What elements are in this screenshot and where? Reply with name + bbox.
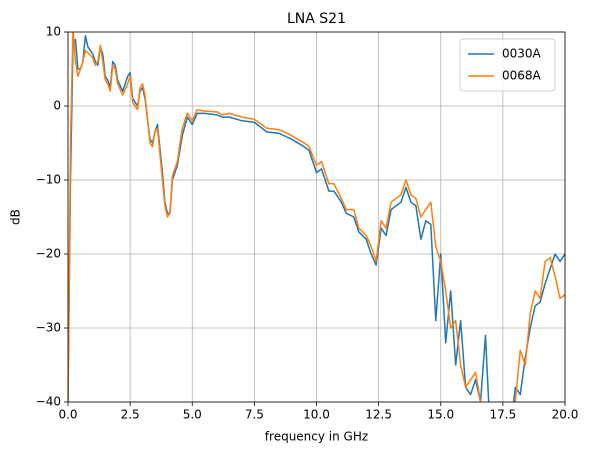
legend-box xyxy=(459,38,556,92)
x-tick-label: 0.0 xyxy=(58,408,77,422)
x-tick-label: 2.5 xyxy=(121,408,140,422)
x-tick-label: 5.0 xyxy=(183,408,202,422)
x-tick-label: 7.5 xyxy=(245,408,264,422)
y-tick-label: −30 xyxy=(36,321,61,335)
legend-label: 0068A xyxy=(502,69,542,83)
x-axis-label: frequency in GHz xyxy=(265,430,368,444)
x-tick-label: 12.5 xyxy=(365,408,392,422)
y-tick-label: 10 xyxy=(46,25,61,39)
y-tick-label: −40 xyxy=(36,395,61,409)
y-tick-label: −20 xyxy=(36,247,61,261)
x-tick-label: 20.0 xyxy=(552,408,579,422)
x-tick-label: 17.5 xyxy=(490,408,517,422)
y-tick-label: 0 xyxy=(53,99,61,113)
plot-lines xyxy=(68,32,565,402)
x-tick-label: 15.0 xyxy=(427,408,454,422)
plot-frame xyxy=(67,31,566,403)
legend-label: 0030A xyxy=(502,47,542,61)
y-tick-label: −10 xyxy=(36,173,61,187)
data-line xyxy=(68,32,565,402)
x-tick-label: 10.0 xyxy=(303,408,330,422)
chart-title: LNA S21 xyxy=(287,11,346,27)
y-axis-label: dB xyxy=(9,209,23,225)
